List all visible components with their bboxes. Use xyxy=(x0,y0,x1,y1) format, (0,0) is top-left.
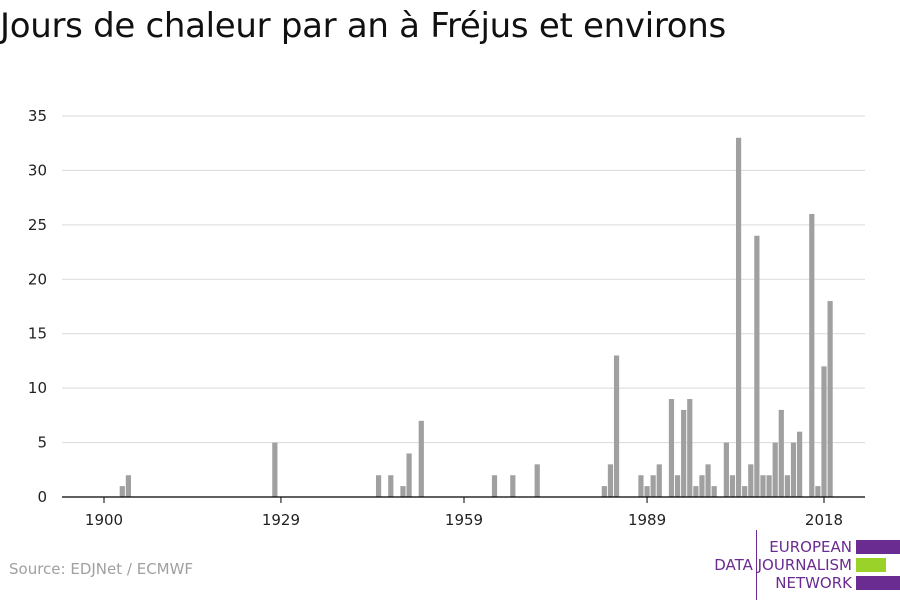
bar-1994 xyxy=(674,475,681,497)
y-tick-label: 30 xyxy=(28,161,47,179)
logo-line-2: DATA JOURNALISM xyxy=(714,556,852,574)
y-tick-label: 5 xyxy=(37,434,47,452)
bar-1993 xyxy=(668,399,675,497)
y-tick-label: 0 xyxy=(37,488,47,506)
bar-1964 xyxy=(491,475,498,497)
bar-1967 xyxy=(510,475,516,497)
bar-2010 xyxy=(772,442,778,497)
gridlines xyxy=(62,115,865,444)
logo-divider xyxy=(756,530,757,600)
chart-title: Jours de chaleur par an à Fréjus et envi… xyxy=(0,6,726,46)
bar-1945 xyxy=(375,475,382,497)
bar-2008 xyxy=(760,475,766,497)
bar-2012 xyxy=(784,475,790,497)
logo-line-3: NETWORK xyxy=(775,574,852,592)
bar-1988 xyxy=(638,475,644,497)
logo-line-1: EUROPEAN xyxy=(769,538,852,556)
source-note: Source: EDJNet / ECMWF xyxy=(9,560,194,578)
axes xyxy=(62,496,865,503)
logo-bar-purple-top xyxy=(856,540,900,554)
x-tick-label: 1929 xyxy=(262,511,300,529)
bar-2014 xyxy=(796,431,803,497)
x-tick-label: 1959 xyxy=(445,511,483,529)
bar-2016 xyxy=(809,213,815,497)
y-tick-label: 35 xyxy=(28,107,47,125)
bar-1982 xyxy=(601,486,607,497)
logo-text: EUROPEAN DATA JOURNALISM NETWORK xyxy=(714,538,852,592)
bar-2013 xyxy=(790,442,797,497)
logo-bar-green xyxy=(856,558,886,572)
bar-1949 xyxy=(400,486,406,497)
bar-2011 xyxy=(778,409,784,497)
y-tick-labels: 0 5 10 15 20 25 30 35 xyxy=(28,107,47,506)
bar-2009 xyxy=(766,475,772,497)
bar-1947 xyxy=(388,475,394,497)
logo-bar-purple-bottom xyxy=(856,576,900,590)
bar-1952 xyxy=(418,420,424,497)
bars xyxy=(119,137,833,497)
bar-2017 xyxy=(815,486,821,497)
bar-1989 xyxy=(644,486,650,497)
bar-2005 xyxy=(742,486,748,497)
y-tick-label: 15 xyxy=(28,325,47,343)
bar-1995 xyxy=(681,409,687,497)
bar-1996 xyxy=(687,399,693,497)
bar-1991 xyxy=(656,464,662,497)
bar-2000 xyxy=(711,486,717,497)
bar-1990 xyxy=(650,475,656,497)
bar-1950 xyxy=(406,453,412,497)
bar-2002 xyxy=(723,442,729,497)
bar-1928 xyxy=(272,442,278,497)
bar-2018 xyxy=(821,366,827,497)
x-tick-labels: 1900 1929 1959 1989 2018 xyxy=(85,511,843,529)
bar-1999 xyxy=(705,464,711,497)
bar-1984 xyxy=(613,355,620,497)
y-tick-label: 20 xyxy=(28,270,47,288)
edjnet-logo[interactable]: EUROPEAN DATA JOURNALISM NETWORK xyxy=(700,530,900,600)
bar-1997 xyxy=(693,486,699,497)
bar-2006 xyxy=(748,464,754,497)
y-tick-label: 25 xyxy=(28,216,47,234)
bar-1904 xyxy=(125,475,132,497)
bar-1983 xyxy=(607,464,614,497)
bar-2019 xyxy=(827,301,833,497)
x-tick-label: 2018 xyxy=(805,511,843,529)
bar-1971 xyxy=(534,464,540,497)
x-tick-label: 1989 xyxy=(628,511,666,529)
x-tick-label: 1900 xyxy=(85,511,123,529)
y-tick-label: 10 xyxy=(28,379,47,397)
bar-2007 xyxy=(754,235,760,497)
bar-1903 xyxy=(119,486,125,497)
bar-2004 xyxy=(735,137,742,497)
bar-1998 xyxy=(699,475,705,497)
bar-2003 xyxy=(729,475,736,497)
